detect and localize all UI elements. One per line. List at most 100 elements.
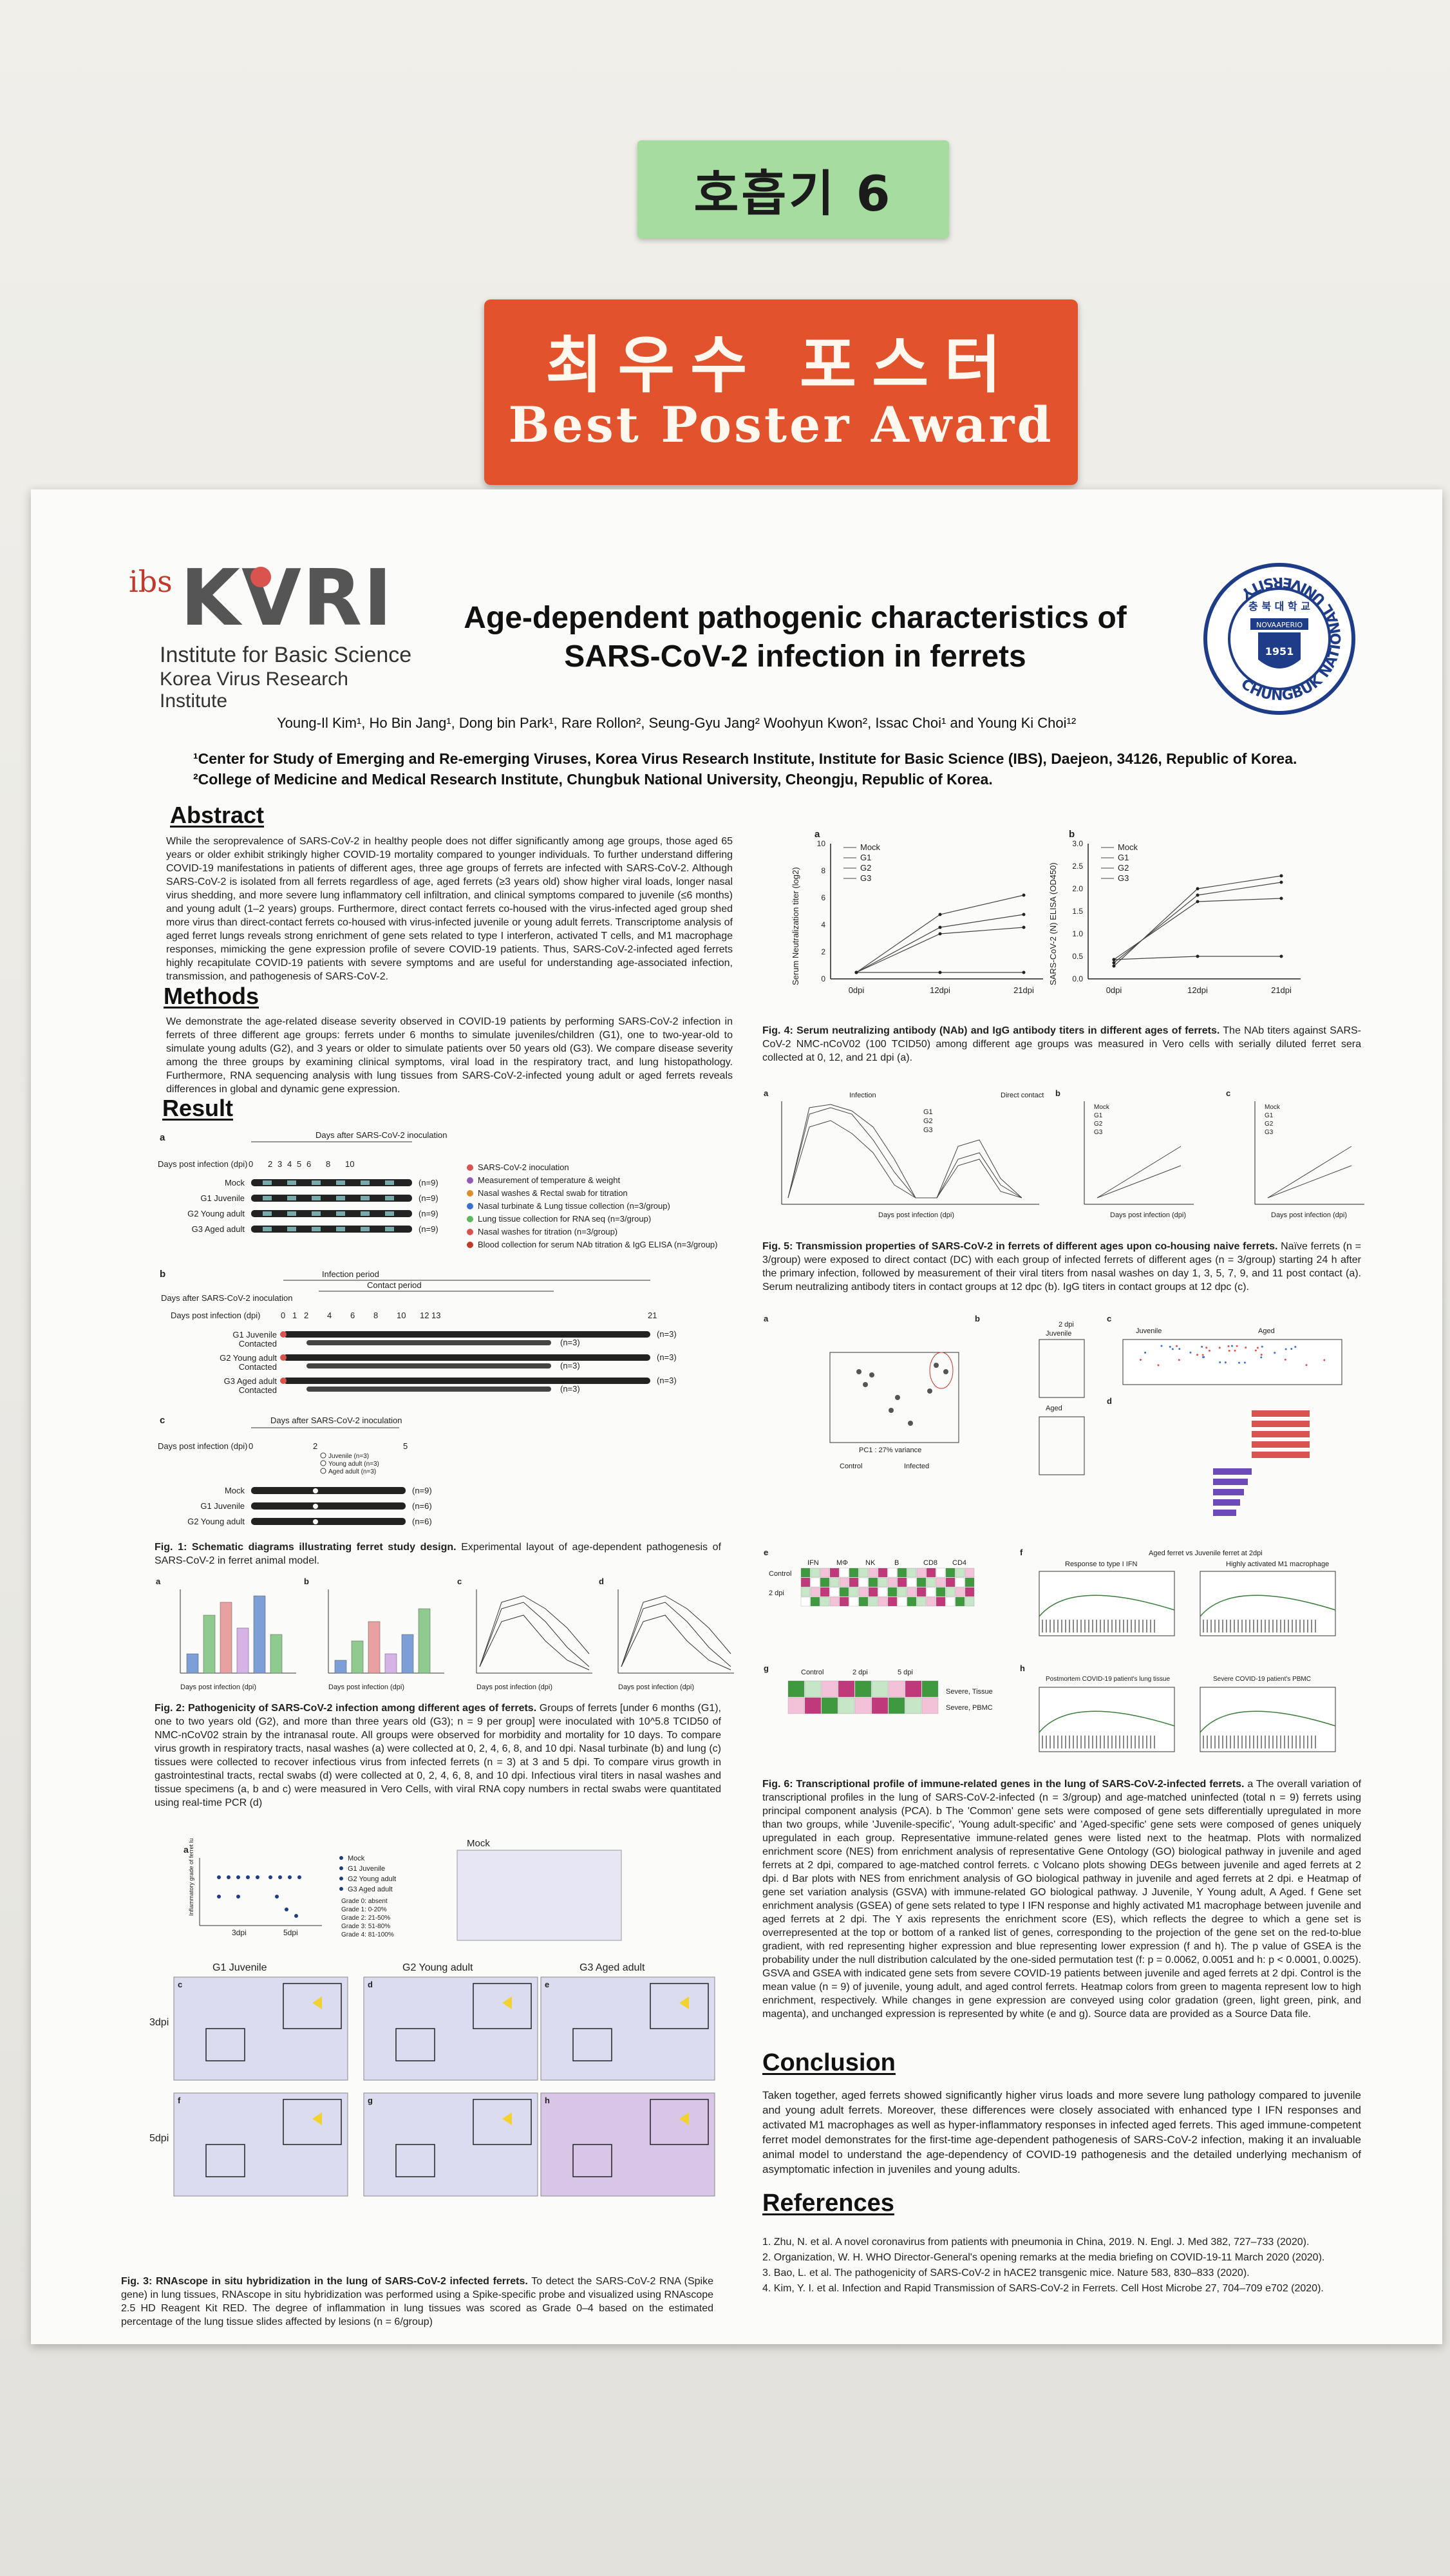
fig1b-row-label: G3 Aged adult (224, 1376, 278, 1386)
fig1b-tick: 4 (327, 1311, 332, 1320)
fig1b-tick: 2 (304, 1311, 308, 1320)
fig6-heat-col: NK (865, 1559, 876, 1567)
fig4-xtick: 21dpi (1271, 985, 1292, 995)
fig6-severe-pbmc: Severe, PBMC (946, 1704, 993, 1712)
fig4-ytick: 0.0 (1072, 974, 1083, 983)
fig4-ytick: 1.0 (1072, 929, 1083, 938)
fig5-caption: Fig. 5: Transmission properties of SARS-… (762, 1241, 1361, 1293)
svg-text:f: f (1020, 1548, 1023, 1557)
fig1-header-b: Days after SARS-CoV-2 inoculation (161, 1293, 292, 1303)
svg-text:g: g (764, 1663, 769, 1673)
fig5-legend: G2 (923, 1117, 933, 1125)
fig1c-row-label: G2 Young adult (187, 1517, 245, 1526)
fig5-legend-b: G2 (1265, 1121, 1274, 1128)
fig1a-tick: 5 (297, 1159, 301, 1169)
fig1a-tick: 8 (326, 1159, 330, 1169)
fig4-legend: G1 (1118, 853, 1129, 862)
author-list: Young-Il Kim¹, Ho Bin Jang¹, Dong bin Pa… (277, 715, 1077, 731)
figure-1-schematic: a Days after SARS-CoV-2 inoculation Days… (158, 1130, 718, 1526)
fig3-row-label: 5dpi (149, 2133, 169, 2144)
fig3-grade-text: Grade 2: 21-50% (341, 1915, 390, 1922)
fig4-ytick: 3.0 (1072, 839, 1083, 848)
fig4-ylabel: Serum Neutralization titer (log2) (791, 867, 800, 985)
svg-text:c: c (457, 1577, 462, 1586)
fig1a-legend-text: Nasal washes & Rectal swab for titration (478, 1188, 628, 1198)
fig3-legend-text: G1 Juvenile (348, 1865, 385, 1873)
fig1a-row-label: Mock (225, 1178, 245, 1188)
fig6-dpi2-g: 2 dpi (852, 1669, 868, 1676)
fig6-caption: Fig. 6: Transcriptional profile of immun… (762, 1779, 1361, 2020)
university-seal-icon: CHUNGBUK NATIONAL UNIVERSITY 충 북 대 학 교 N… (1203, 563, 1355, 715)
fig1c-tick: 5 (403, 1441, 408, 1451)
fig1a-legend-dot (467, 1203, 473, 1209)
fig1b-row-label2: Contacted (239, 1385, 277, 1395)
svg-text:h: h (1020, 1663, 1025, 1673)
session-label-text: 호흡기 6 (693, 165, 893, 222)
fig4-legend: G3 (1118, 873, 1129, 883)
title-line1: Age-dependent pathogenic characteristics… (464, 601, 1127, 635)
fig4-ytick: 10 (817, 839, 826, 848)
seal-year: 1951 (1265, 645, 1294, 658)
seal-motto: NOVAAPERIO (1256, 621, 1303, 629)
affiliation-1: ¹Center for Study of Emerging and Re-eme… (193, 750, 1297, 767)
fig6-control: Control (840, 1463, 862, 1470)
fig1b-tick: 0 (281, 1311, 285, 1320)
fig3-panel-letter: g (368, 2096, 373, 2105)
fig5-legend-b: G2 (1094, 1121, 1103, 1128)
svg-text:a: a (156, 1577, 161, 1586)
fig4-legend: G1 (860, 853, 871, 862)
fig1c-row-n: (n=9) (412, 1486, 432, 1495)
figure-5-transmission: a Infection Direct contact b c G1G2G3Moc… (764, 1088, 1364, 1219)
award-english-text: Best Poster Award (508, 395, 1054, 453)
fig3-grade-text: Grade 1: 0-20% (341, 1906, 387, 1913)
svg-text:Infection: Infection (849, 1092, 876, 1099)
fig5-legend-b: G3 (1094, 1129, 1103, 1136)
fig4-xtick: 0dpi (1106, 985, 1122, 995)
fig6-heat-col: IFN (807, 1559, 819, 1567)
svg-text:a: a (160, 1132, 165, 1143)
fig1b-tick: 10 (397, 1311, 406, 1320)
fig1-header-a: Days after SARS-CoV-2 inoculation (315, 1130, 447, 1140)
fig1-contact-period: Contact period (367, 1280, 422, 1290)
fig6-gsea3: Postmortem COVID-19 patient's lung tissu… (1046, 1676, 1171, 1683)
fig1c-legend: Aged adult (n=3) (328, 1468, 376, 1475)
fig4-ytick: 6 (821, 893, 825, 902)
fig4-ytick: 2.5 (1072, 862, 1083, 871)
fig1c-row-n: (n=6) (412, 1501, 432, 1511)
fig1a-legend-dot (467, 1164, 473, 1171)
svg-text:Days post infection (dpi): Days post infection (dpi) (878, 1211, 954, 1219)
references-list: 1. Zhu, N. et al. A novel coronavirus fr… (762, 2235, 1368, 2297)
fig4-xtick: 0dpi (849, 985, 865, 995)
fig6-heat-col: B (894, 1559, 899, 1567)
fig1a-legend-dot (467, 1216, 473, 1222)
svg-text:a: a (764, 1088, 769, 1098)
svg-text:d: d (1107, 1396, 1112, 1406)
fig1b-tick: 1 (292, 1311, 297, 1320)
fig1-dpi-label-c: Days post infection (dpi) (158, 1441, 247, 1451)
svg-text:Days post infection (dpi): Days post infection (dpi) (1271, 1211, 1347, 1219)
fig3-row-label: 3dpi (149, 2017, 169, 2028)
fig6-gsea4: Severe COVID-19 patient's PBMC (1213, 1676, 1311, 1683)
fig5-legend-b: G1 (1094, 1112, 1103, 1119)
fig4-ytick: 4 (821, 920, 825, 929)
conclusion-text: Taken together, aged ferrets showed sign… (762, 2089, 1361, 2175)
fig6-gsea1: Response to type I IFN (1065, 1560, 1138, 1568)
svg-text:c: c (160, 1415, 165, 1426)
fig4-ytick: 1.5 (1072, 907, 1083, 916)
fig3-panel-letter: f (178, 2096, 181, 2105)
abstract-heading: Abstract (170, 802, 265, 828)
svg-text:d: d (599, 1577, 604, 1586)
fig4-ytick: 0.5 (1072, 952, 1083, 961)
fig1-dpi-label-a: Days post infection (dpi) (158, 1159, 247, 1169)
fig1a-legend-dot (467, 1229, 473, 1235)
fig1a-row-n: (n=9) (419, 1224, 438, 1234)
fig1c-legend: Young adult (n=3) (328, 1461, 379, 1468)
fig4-ytick: 2.0 (1072, 884, 1083, 893)
svg-text:Days post infection (dpi): Days post infection (dpi) (476, 1683, 552, 1691)
fig3-caption: Fig. 3: RNAscope in situ hybridization i… (121, 2276, 713, 2327)
fig1b-row-label: G2 Young adult (220, 1353, 277, 1363)
fig4-xtick: 21dpi (1013, 985, 1034, 995)
fig1a-row-label: G3 Aged adult (192, 1224, 245, 1234)
fig1a-row-n: (n=9) (419, 1193, 438, 1203)
fig1c-row-n: (n=6) (412, 1517, 432, 1526)
